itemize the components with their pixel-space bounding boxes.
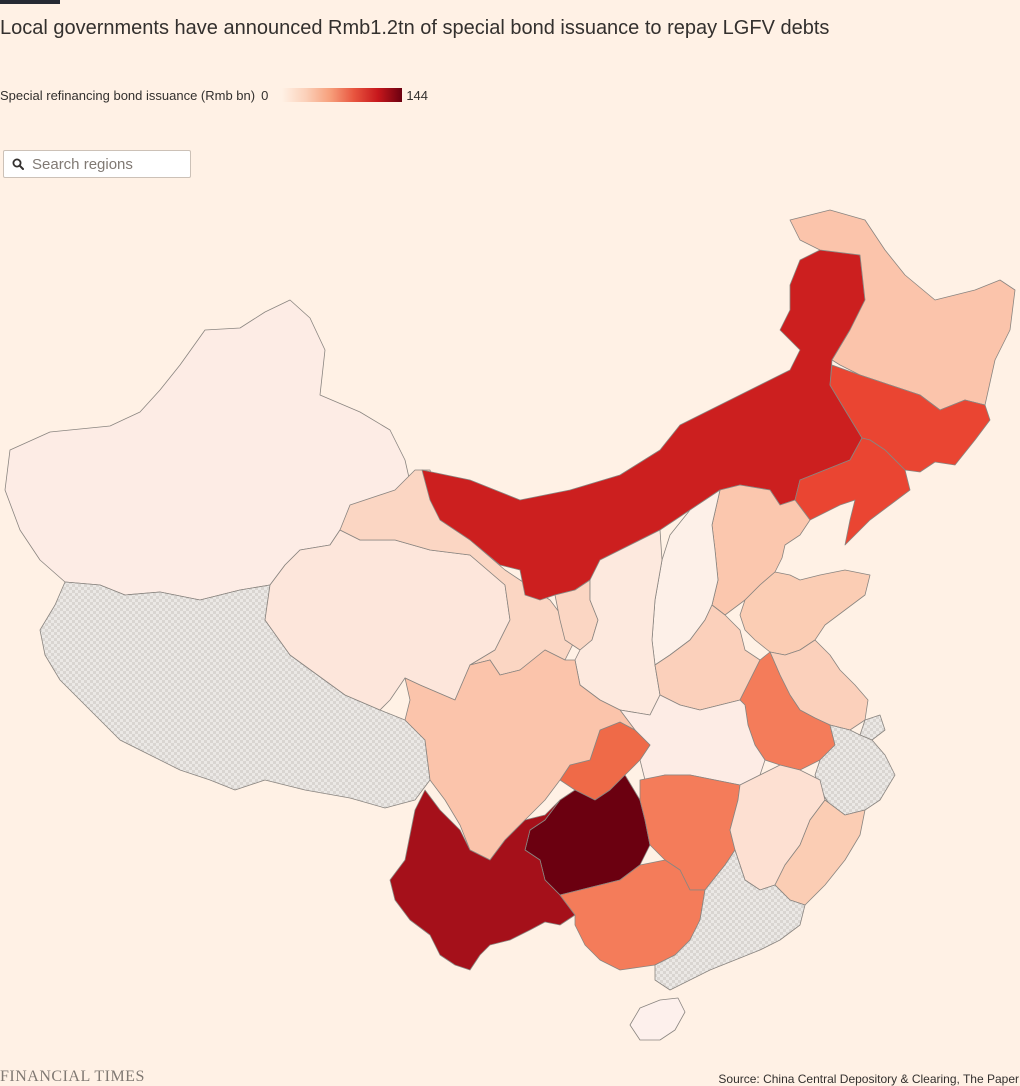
region-shandong[interactable] xyxy=(739,569,871,656)
region-hubei[interactable] xyxy=(619,694,766,786)
region-tibet[interactable] xyxy=(39,581,431,809)
region-yunnan[interactable] xyxy=(389,789,576,971)
color-legend: Special refinancing bond issuance (Rmb b… xyxy=(0,86,428,104)
region-liaoning[interactable] xyxy=(794,437,911,546)
search-input[interactable] xyxy=(32,155,182,173)
ft-logo: FINANCIAL TIMES xyxy=(0,1068,145,1085)
region-shanghai[interactable] xyxy=(859,714,886,741)
china-map xyxy=(4,209,1016,1041)
top-rule xyxy=(0,0,60,4)
legend-label: Special refinancing bond issuance (Rmb b… xyxy=(0,87,256,103)
region-sichuan[interactable] xyxy=(404,649,636,861)
search-icon xyxy=(4,150,32,178)
legend-max: 144 xyxy=(406,87,429,103)
legend-min: 0 xyxy=(261,87,269,103)
region-hainan[interactable] xyxy=(629,997,686,1041)
region-guangdong[interactable] xyxy=(654,849,806,991)
source-note: Source: China Central Depository & Clear… xyxy=(718,1072,1019,1086)
search-box[interactable] xyxy=(3,150,191,178)
legend-gradient xyxy=(282,88,403,102)
chart-title: Local governments have announced Rmb1.2t… xyxy=(0,17,830,39)
